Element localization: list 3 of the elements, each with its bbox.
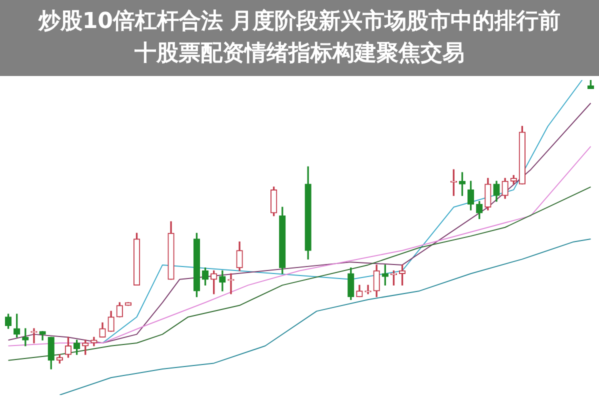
candlestick — [364, 284, 372, 294]
chart-title: 炒股10倍杠杆合法 月度阶段新兴市场股市中的排行前十股票配资情绪指标构建聚焦交易 — [0, 0, 599, 76]
candlestick — [30, 328, 38, 344]
